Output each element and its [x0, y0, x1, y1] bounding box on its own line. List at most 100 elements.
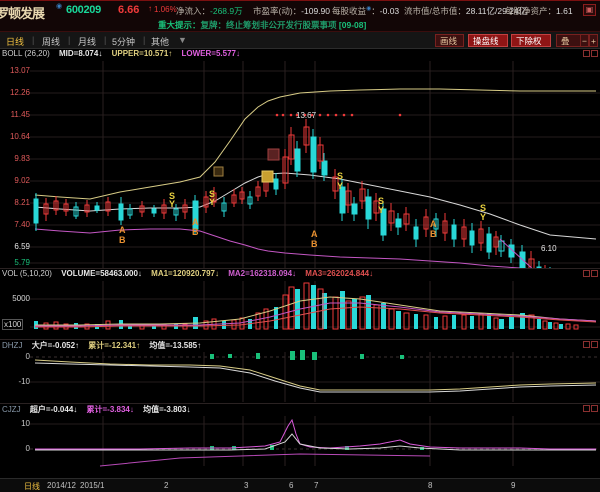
dhzj-chart-canvas[interactable] — [0, 340, 600, 404]
vol-ma1-line — [35, 296, 597, 326]
market-cap-label: 流市值/总市值：28.11亿/29.24亿 — [404, 6, 528, 16]
date-axis: 日线 2014/12 2015/1 2 3 6 7 8 9 — [0, 478, 600, 492]
pane-close-icon[interactable] — [582, 405, 598, 414]
cjzj-trend-line — [99, 453, 431, 467]
y-label: 5000 — [12, 294, 30, 303]
dhzj-average-line — [34, 362, 597, 393]
stock-name: 罗顿发展 — [0, 6, 45, 21]
tab-weekly[interactable]: 周线 — [42, 37, 61, 47]
zoom-out-button[interactable]: − — [580, 34, 589, 47]
axis-tick-label: 2015/1 — [80, 481, 105, 490]
boll-upper: UPPER=10.571↑ — [111, 49, 173, 58]
sell-signal: S — [209, 189, 215, 199]
candlestick-series — [33, 113, 551, 268]
tab-other[interactable]: 其他 — [151, 37, 170, 47]
y-label: 13.07 — [9, 66, 30, 75]
buy-signal-b: B — [311, 239, 318, 249]
change-percent: 1.06% — [154, 5, 177, 14]
trade-line-button[interactable]: 操盘线 — [468, 34, 508, 47]
vol-ma2-line — [35, 302, 597, 327]
quote-header-row-secondary: ⇄ ╱ ⚑ 加入自选 ▼ 重大提示：复牌：终止筹划非公开发行股票事项 [09-0… — [0, 17, 600, 45]
cjzj-title: CJZJ — [2, 405, 21, 414]
zoom-in-button[interactable]: + — [589, 34, 598, 47]
quote-header: 罗顿发展 ◉ 600209 6.66 ↑ 1.06% 净流入：-268.9万 市… — [0, 0, 600, 45]
tab-daily[interactable]: 日线 — [6, 37, 25, 47]
question-icon[interactable]: ◉ — [366, 6, 372, 13]
axis-tick-label: 3 — [244, 481, 249, 490]
buy-signal-b: B — [192, 227, 199, 237]
low-annotation: 6.10 — [541, 244, 557, 253]
vol-ma3-line — [35, 306, 597, 328]
announcement-notice[interactable]: 重大提示：复牌：终止筹划非公开发行股票事项 [09-08] — [158, 20, 367, 30]
tab-separator: | — [104, 35, 107, 45]
y-label: 0 — [25, 352, 30, 361]
price-chart-canvas[interactable]: S Y A B S Y A B S Y A B S Y A B S Y A — [0, 49, 600, 268]
sell-signal-y: Y — [337, 181, 343, 191]
cjzj-chart-canvas[interactable] — [0, 404, 600, 479]
boll-legend: BOLL (26,20) MID=8.074↓ UPPER=10.571↑ LO… — [0, 49, 600, 60]
axis-tick-label: 2014/12 — [47, 481, 76, 490]
buy-signal-a: A — [430, 219, 437, 229]
buy-signal-a: A — [192, 217, 199, 227]
main-price-pane[interactable]: BOLL (26,20) MID=8.074↓ UPPER=10.571↑ LO… — [0, 49, 600, 268]
dhzj-average: 均值=-13.585↑ — [149, 341, 202, 350]
boll-lower: LOWER=5.577↓ — [181, 49, 240, 58]
sell-signal: S — [169, 191, 175, 201]
axis-tick-label: 9 — [511, 481, 516, 490]
buy-signal-b: B — [430, 229, 437, 239]
chevron-down-icon[interactable]: ▼ — [178, 35, 187, 45]
high-annotation: 13.67 — [296, 111, 317, 120]
pane-close-icon[interactable] — [582, 50, 598, 59]
overlay-button[interactable]: 叠加 — [556, 34, 581, 58]
dhzj-pane[interactable]: DHZJ 大户=-0.052↑ 累计=-12.341↑ 均值=-13.585↑ … — [0, 339, 600, 403]
sell-signal-y: Y — [480, 212, 486, 222]
pane-close-icon[interactable] — [582, 341, 598, 350]
volume-chart-canvas[interactable] — [0, 269, 600, 340]
draw-line-button[interactable]: 画线 — [435, 34, 464, 47]
y-label: 12.26 — [9, 88, 30, 97]
y-label: 9.83 — [14, 154, 30, 163]
period-tabbar: 日线 | 周线 | 月线 | 5分钟 | 其他 ▼ 画线 操盘线 下除权 叠加 … — [0, 32, 600, 58]
cjzj-legend: CJZJ 超户=-0.044↓ 累计=-3.834↓ 均值=-3.803↓ — [0, 404, 600, 415]
stock-code: 600209 — [66, 4, 101, 16]
signal-markers: S Y A B S Y A B S Y A B S Y A B S Y A — [119, 171, 486, 249]
dhzj-cumulative: 累计=-12.341↑ — [88, 341, 141, 350]
sell-signal: S — [337, 171, 343, 181]
buy-signal-b: B — [119, 235, 126, 245]
y-label: 0 — [25, 444, 30, 453]
question-icon[interactable]: ◉ — [56, 3, 63, 10]
ex-rights-button[interactable]: 下除权 — [511, 34, 551, 47]
boll-lower-line — [34, 228, 528, 268]
tab-separator: | — [32, 35, 35, 45]
eps-label: 每股收益◉：-0.03 — [332, 6, 400, 16]
vol-ma2: MA2=162318.094↓ — [228, 269, 297, 278]
axis-tick-label: 7 — [314, 481, 319, 490]
volume-unit-label: x100 — [2, 319, 24, 330]
net-asset-per-share-label: 每股净资产：1.61 — [505, 6, 573, 16]
tab-separator: | — [68, 35, 71, 45]
tab-monthly[interactable]: 月线 — [78, 37, 97, 47]
pane-close-icon[interactable] — [582, 270, 598, 279]
pe-ratio-label: 市盈率(动)：-109.90 — [253, 6, 331, 16]
tab-separator: | — [143, 35, 146, 45]
y-label: -10 — [18, 377, 30, 386]
vol-ma1: MA1=120920.797↓ — [151, 269, 219, 278]
last-price: 6.66 — [118, 4, 140, 16]
expand-icon[interactable]: ▣ — [583, 4, 596, 16]
quote-header-row-primary: 罗顿发展 ◉ 600209 6.66 ↑ 1.06% 净流入：-268.9万 市… — [0, 2, 600, 21]
boll-mid: MID=8.074↓ — [58, 49, 103, 58]
net-inflow-label: 净流入：-268.9万 — [176, 6, 243, 16]
cjzj-pane[interactable]: CJZJ 超户=-0.044↓ 累计=-3.834↓ 均值=-3.803↓ 10… — [0, 403, 600, 478]
boll-title: BOLL (26,20) — [2, 49, 50, 58]
vol-title: VOL (5,10,20) — [2, 269, 52, 278]
volume-pane[interactable]: VOL (5,10,20) VOLUME=58463.000↓ MA1=1209… — [0, 268, 600, 339]
vol-volume: VOLUME=58463.000↓ — [61, 269, 142, 278]
dhzj-legend: DHZJ 大户=-0.052↑ 累计=-12.341↑ 均值=-13.585↑ — [0, 340, 600, 351]
y-label: 10 — [21, 419, 30, 428]
cjzj-average-line — [35, 433, 596, 451]
volume-bars — [34, 282, 579, 330]
y-label: 8.21 — [14, 198, 30, 207]
tab-5min[interactable]: 5分钟 — [112, 37, 136, 47]
trend-lines — [499, 238, 533, 268]
vol-ma3: MA3=262024.844↓ — [305, 269, 374, 278]
